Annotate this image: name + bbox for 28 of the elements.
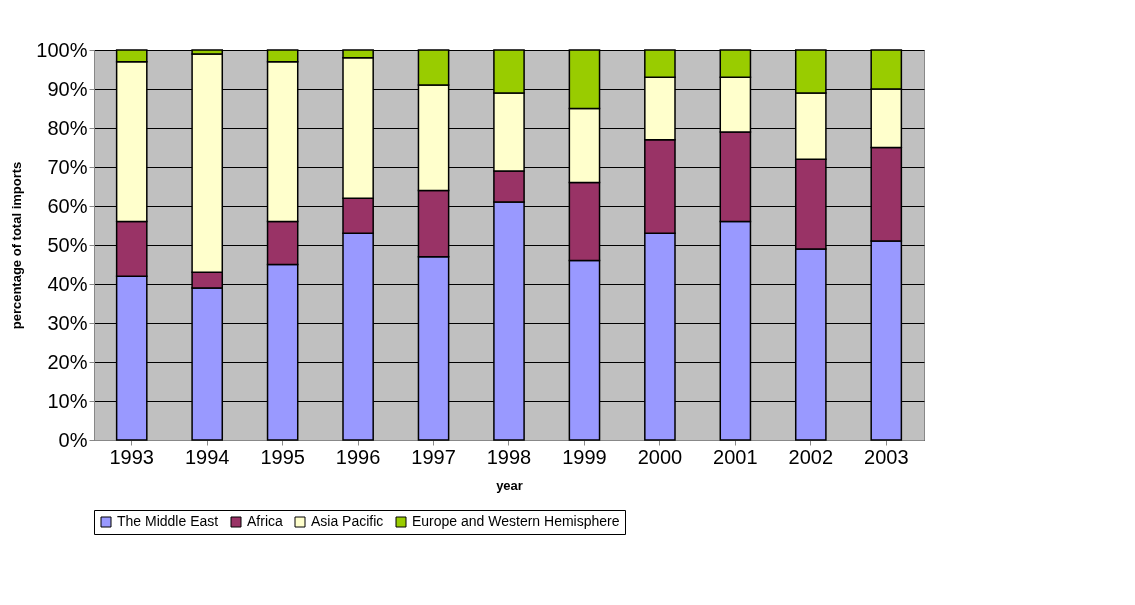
x-tick-label: 1993 — [109, 445, 154, 468]
x-tick-label: 2002 — [788, 445, 834, 468]
y-tick-label: 40% — [47, 272, 88, 295]
y-tick-label: 50% — [47, 233, 88, 256]
x-tick-label: 2003 — [864, 445, 909, 468]
y-tick-label: 80% — [47, 116, 88, 139]
x-tick-label: 1995 — [260, 445, 305, 468]
x-tick-label: 1997 — [411, 445, 456, 468]
y-tick-label: 10% — [47, 389, 88, 412]
y-tick-label: 90% — [47, 77, 88, 100]
legend-label: Asia Pacific — [311, 513, 384, 529]
y-tick-label: 30% — [47, 311, 88, 334]
x-tick-label: 1999 — [562, 445, 607, 468]
x-tick-label: 1998 — [486, 445, 532, 468]
y-tick-label: 20% — [47, 350, 88, 373]
y-tick-label: 100% — [36, 38, 88, 61]
x-tick-label: 1994 — [184, 445, 230, 468]
x-tick-label: 2000 — [637, 445, 683, 468]
y-tick-label: 70% — [47, 155, 88, 178]
y-tick-label: 0% — [58, 428, 88, 451]
y-tick-label: 60% — [47, 194, 88, 217]
x-tick-label: 1996 — [335, 445, 381, 468]
legend-label: Africa — [247, 513, 283, 529]
legend-label: The Middle East — [117, 513, 219, 529]
legend-label: Europe and Western Hemisphere — [412, 513, 620, 529]
x-tick-label: 2001 — [713, 445, 758, 468]
x-axis-title: year — [496, 477, 523, 493]
y-axis-title: percentage of total imports — [9, 161, 25, 330]
